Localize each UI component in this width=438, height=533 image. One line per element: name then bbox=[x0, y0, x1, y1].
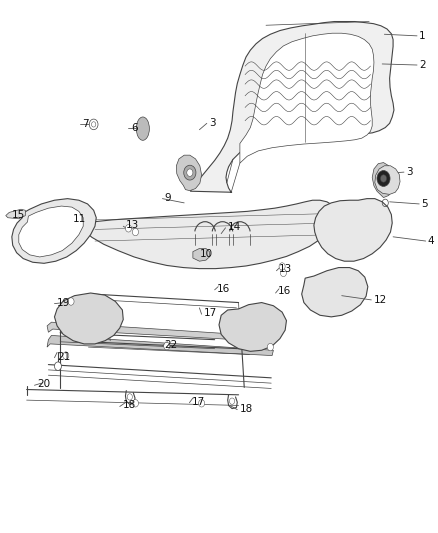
Text: 5: 5 bbox=[421, 199, 428, 209]
Text: 9: 9 bbox=[165, 192, 171, 203]
Text: 6: 6 bbox=[131, 123, 138, 133]
Circle shape bbox=[377, 171, 390, 187]
PathPatch shape bbox=[47, 335, 273, 356]
Text: 20: 20 bbox=[37, 379, 50, 389]
PathPatch shape bbox=[82, 200, 337, 269]
PathPatch shape bbox=[193, 248, 209, 261]
PathPatch shape bbox=[314, 199, 392, 261]
Circle shape bbox=[184, 165, 196, 180]
PathPatch shape bbox=[6, 209, 25, 219]
PathPatch shape bbox=[190, 21, 394, 192]
Circle shape bbox=[89, 119, 98, 130]
PathPatch shape bbox=[177, 155, 201, 191]
Text: 16: 16 bbox=[217, 284, 230, 294]
PathPatch shape bbox=[47, 322, 272, 342]
Circle shape bbox=[187, 169, 193, 176]
Circle shape bbox=[63, 352, 69, 359]
Text: 18: 18 bbox=[122, 400, 136, 410]
Text: 3: 3 bbox=[209, 118, 216, 128]
PathPatch shape bbox=[372, 163, 395, 198]
Circle shape bbox=[267, 343, 273, 351]
Text: 7: 7 bbox=[82, 119, 88, 130]
Text: 14: 14 bbox=[228, 222, 241, 232]
Text: 4: 4 bbox=[428, 236, 434, 246]
Circle shape bbox=[132, 228, 138, 236]
Text: 19: 19 bbox=[57, 297, 71, 308]
Text: 15: 15 bbox=[12, 209, 25, 220]
Text: 2: 2 bbox=[419, 60, 426, 70]
Circle shape bbox=[132, 400, 138, 407]
Circle shape bbox=[127, 394, 132, 400]
Ellipse shape bbox=[136, 117, 149, 140]
Text: 10: 10 bbox=[199, 249, 212, 259]
PathPatch shape bbox=[375, 166, 400, 195]
Circle shape bbox=[198, 400, 205, 407]
Circle shape bbox=[381, 175, 387, 182]
Text: 16: 16 bbox=[278, 286, 291, 296]
Text: 13: 13 bbox=[125, 220, 139, 230]
Text: 11: 11 bbox=[73, 214, 86, 224]
Circle shape bbox=[230, 398, 235, 405]
PathPatch shape bbox=[12, 199, 96, 263]
PathPatch shape bbox=[54, 293, 123, 344]
PathPatch shape bbox=[240, 33, 374, 163]
PathPatch shape bbox=[302, 268, 368, 317]
PathPatch shape bbox=[219, 303, 286, 351]
Circle shape bbox=[125, 224, 131, 232]
Circle shape bbox=[68, 298, 74, 305]
Text: 13: 13 bbox=[279, 264, 292, 274]
Text: 12: 12 bbox=[374, 295, 387, 305]
Circle shape bbox=[279, 263, 285, 270]
Text: 17: 17 bbox=[192, 397, 205, 407]
PathPatch shape bbox=[19, 206, 83, 257]
Text: 1: 1 bbox=[419, 31, 426, 41]
Text: 17: 17 bbox=[204, 308, 217, 318]
Circle shape bbox=[164, 342, 170, 350]
Circle shape bbox=[280, 269, 286, 277]
Circle shape bbox=[54, 362, 61, 370]
Text: 18: 18 bbox=[240, 403, 253, 414]
Text: 22: 22 bbox=[165, 340, 178, 350]
Text: 3: 3 bbox=[406, 167, 413, 177]
Text: 21: 21 bbox=[57, 352, 71, 361]
